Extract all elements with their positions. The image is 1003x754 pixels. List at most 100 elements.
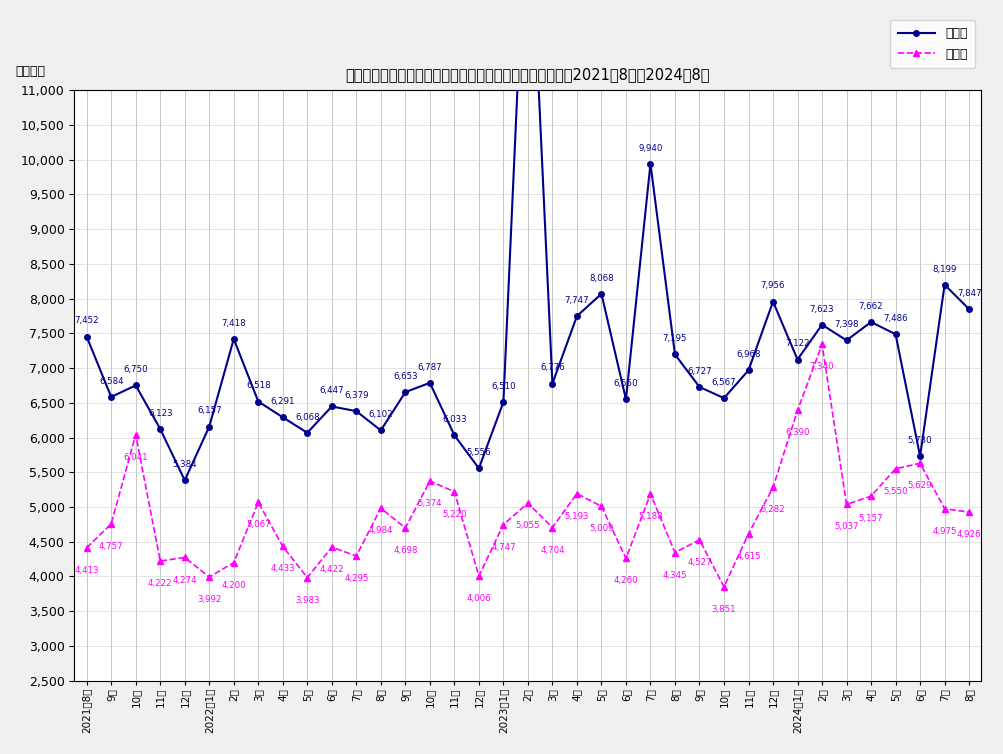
近畿圏: [129, 430, 141, 439]
Text: 5,037: 5,037: [833, 523, 858, 532]
Text: 6,123: 6,123: [147, 409, 173, 418]
Text: 5,374: 5,374: [417, 499, 441, 508]
Text: 9,940: 9,940: [638, 143, 662, 152]
近畿圏: [546, 523, 558, 532]
首都圏: [472, 464, 484, 473]
Text: 7,195: 7,195: [662, 334, 686, 343]
Text: 6,518: 6,518: [246, 382, 271, 391]
首都圏: [350, 406, 362, 415]
Text: 4,926: 4,926: [956, 530, 980, 539]
Text: 3,851: 3,851: [711, 605, 735, 614]
Text: 8,068: 8,068: [589, 274, 613, 283]
近畿圏: [840, 500, 852, 509]
近畿圏: [301, 573, 313, 582]
首都圏: [766, 297, 778, 306]
Text: 6,787: 6,787: [417, 363, 441, 372]
Text: 7,956: 7,956: [760, 281, 784, 290]
Text: 4,975: 4,975: [932, 527, 956, 536]
首都圏: [80, 332, 92, 341]
近畿圏: [717, 582, 729, 591]
Text: 4,527: 4,527: [686, 558, 711, 567]
近畿圏: [693, 535, 705, 544]
首都圏: [938, 280, 950, 290]
Text: 4,747: 4,747: [490, 543, 516, 552]
Text: 6,653: 6,653: [392, 372, 417, 381]
近畿圏: [374, 504, 386, 513]
Text: 7,747: 7,747: [564, 296, 589, 305]
首都圏: [717, 394, 729, 403]
首都圏: [374, 426, 386, 435]
Text: 7,398: 7,398: [833, 320, 858, 329]
首都圏: [546, 379, 558, 388]
Text: 5,556: 5,556: [466, 448, 490, 457]
Text: 7,623: 7,623: [809, 305, 833, 314]
Text: 4,274: 4,274: [173, 575, 197, 584]
Text: 5,282: 5,282: [760, 505, 784, 514]
近畿圏: [496, 520, 509, 529]
首都圏: [179, 476, 191, 485]
首都圏: [889, 329, 901, 339]
Text: 7,486: 7,486: [883, 314, 907, 323]
近畿圏: [472, 572, 484, 581]
首都圏: [619, 395, 631, 404]
Text: 6,968: 6,968: [735, 350, 760, 359]
Text: 6,550: 6,550: [613, 379, 638, 388]
Text: 6,068: 6,068: [295, 412, 319, 421]
首都圏: [668, 350, 680, 359]
Text: 4,006: 4,006: [466, 594, 490, 603]
Text: 4,433: 4,433: [270, 565, 295, 574]
Text: 6,584: 6,584: [98, 377, 123, 386]
近畿圏: [938, 504, 950, 513]
Text: 6,510: 6,510: [490, 382, 516, 391]
Text: 7,662: 7,662: [858, 302, 883, 311]
Text: 5,067: 5,067: [246, 520, 271, 529]
首都圏: [496, 397, 509, 406]
首都圏: [325, 402, 337, 411]
首都圏: [399, 388, 411, 397]
近畿圏: [522, 498, 534, 507]
近畿圏: [865, 492, 877, 501]
首都圏: [423, 379, 435, 388]
Text: 7,340: 7,340: [809, 363, 833, 372]
Legend: 首都圏, 近畿圏: 首都圏, 近畿圏: [890, 20, 974, 68]
Text: 5,550: 5,550: [883, 487, 907, 496]
近畿圏: [913, 458, 925, 467]
Text: 8,199: 8,199: [932, 265, 956, 274]
Text: 4,422: 4,422: [319, 566, 344, 575]
首都圏: [252, 397, 264, 406]
首都圏: [840, 336, 852, 345]
首都圏: [154, 425, 166, 434]
首都圏: [644, 159, 656, 168]
Text: 6,041: 6,041: [123, 452, 147, 461]
Text: 7,847: 7,847: [956, 289, 981, 298]
Text: 5,009: 5,009: [589, 525, 613, 533]
近畿圏: [325, 543, 337, 552]
首都圏: [277, 412, 289, 421]
Text: 5,055: 5,055: [516, 521, 540, 530]
近畿圏: [448, 487, 460, 496]
首都圏: [595, 290, 607, 299]
首都圏: [913, 452, 925, 461]
Text: 3,983: 3,983: [295, 596, 319, 605]
Text: 5,193: 5,193: [564, 512, 589, 521]
Text: 6,727: 6,727: [686, 367, 711, 376]
Text: 3,992: 3,992: [197, 595, 222, 604]
近畿圏: [668, 548, 680, 557]
首都圏: [790, 355, 802, 364]
首都圏: [301, 428, 313, 437]
首都圏: [693, 382, 705, 391]
近畿圏: [619, 554, 631, 563]
近畿圏: [399, 523, 411, 532]
Text: 5,188: 5,188: [638, 512, 662, 521]
Text: 4,260: 4,260: [613, 577, 638, 585]
Text: 7,452: 7,452: [74, 317, 99, 326]
首都圏: [129, 381, 141, 390]
近畿圏: [80, 544, 92, 553]
近畿圏: [815, 340, 827, 349]
近畿圏: [277, 542, 289, 551]
首都圏: [962, 305, 974, 314]
Text: 4,704: 4,704: [540, 546, 564, 555]
Text: 6,291: 6,291: [270, 397, 295, 406]
Text: 5,384: 5,384: [173, 460, 197, 469]
Text: 6,102: 6,102: [368, 410, 393, 419]
